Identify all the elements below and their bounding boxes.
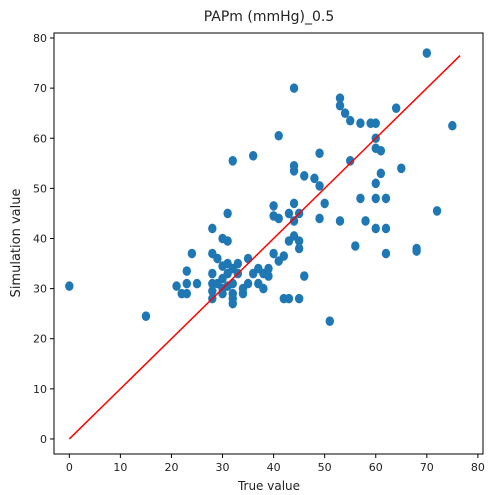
- data-point-70: [310, 173, 319, 184]
- data-point-75: [325, 316, 334, 326]
- data-point-27: [228, 156, 237, 166]
- data-point-69: [300, 271, 309, 281]
- data-point-76: [335, 93, 345, 103]
- data-point-72: [315, 181, 324, 191]
- data-point-95: [381, 193, 391, 204]
- data-point-1: [141, 311, 151, 321]
- data-point-38: [243, 278, 253, 289]
- data-point-87: [371, 118, 380, 129]
- data-point-22: [223, 208, 232, 219]
- axis-ticks: 0 10 20 30 40 50 60 70 80 0 10 20 30 40 50 60 70 80: [33, 32, 485, 474]
- x-tick-label: 40: [267, 461, 281, 474]
- data-point-83: [356, 118, 365, 129]
- data-point-103: [432, 206, 442, 216]
- data-point-99: [397, 163, 406, 174]
- data-point-11: [208, 268, 217, 279]
- data-point-65: [294, 236, 304, 246]
- data-point-5: [182, 278, 191, 289]
- data-point-71: [315, 148, 324, 159]
- plot-frame: [53, 32, 484, 455]
- chart-title: PAPm (mmHg)_0.5: [204, 9, 335, 25]
- x-tick-label: 80: [471, 461, 485, 474]
- data-point-92: [371, 223, 380, 234]
- data-point-102: [422, 48, 432, 58]
- data-point-4: [182, 266, 191, 276]
- y-tick-label: 20: [33, 333, 47, 346]
- data-point-94: [376, 168, 386, 179]
- reference-line: [68, 55, 461, 440]
- data-point-37: [243, 253, 253, 264]
- data-point-82: [351, 241, 360, 251]
- data-point-29: [228, 278, 237, 289]
- data-point-66: [294, 243, 304, 254]
- data-point-104: [448, 120, 457, 131]
- data-point-13: [208, 286, 217, 296]
- y-axis-label: Simulation value: [9, 189, 24, 298]
- data-point-51: [274, 213, 283, 224]
- x-axis-label: True value: [237, 479, 300, 493]
- data-point-23: [223, 236, 232, 246]
- data-point-8: [192, 278, 202, 289]
- data-point-50: [274, 130, 283, 141]
- data-point-84: [356, 193, 365, 204]
- data-point-101: [412, 246, 421, 256]
- data-point-45: [264, 263, 273, 274]
- data-point-78: [335, 216, 345, 226]
- data-point-39: [248, 150, 258, 161]
- y-tick-label: 10: [33, 383, 47, 396]
- x-tick-label: 70: [420, 461, 434, 474]
- data-point-80: [346, 115, 355, 126]
- data-point-98: [391, 103, 401, 113]
- y-tick-label: 60: [33, 132, 47, 145]
- data-points: [65, 48, 457, 326]
- x-tick-label: 30: [216, 461, 230, 474]
- data-point-68: [300, 171, 309, 181]
- x-tick-label: 20: [164, 461, 178, 474]
- y-tick-label: 40: [33, 232, 47, 245]
- data-point-7: [187, 248, 197, 259]
- data-point-91: [371, 193, 380, 204]
- data-point-61: [289, 198, 299, 209]
- data-point-62: [289, 216, 299, 226]
- data-point-15: [213, 253, 222, 264]
- y-tick-label: 70: [33, 82, 47, 95]
- data-point-57: [284, 293, 294, 304]
- data-point-32: [228, 298, 237, 309]
- data-point-97: [381, 248, 391, 259]
- data-point-9: [208, 223, 217, 234]
- data-point-44: [259, 283, 268, 294]
- data-point-36: [238, 288, 248, 299]
- data-point-60: [289, 166, 299, 176]
- x-tick-label: 50: [318, 461, 332, 474]
- y-tick-label: 0: [40, 433, 47, 446]
- data-point-74: [320, 198, 329, 209]
- data-point-85: [361, 216, 370, 226]
- data-point-49: [269, 248, 278, 259]
- x-tick-label: 60: [369, 461, 383, 474]
- data-point-58: [289, 83, 299, 93]
- data-point-6: [182, 288, 191, 299]
- data-point-67: [294, 293, 304, 304]
- y-tick-label: 50: [33, 182, 47, 195]
- data-point-2: [172, 281, 181, 291]
- x-tick-label: 10: [113, 461, 127, 474]
- data-point-46: [264, 271, 273, 281]
- data-point-55: [284, 208, 294, 219]
- data-point-33: [233, 258, 243, 269]
- data-point-47: [269, 201, 278, 211]
- y-tick-label: 80: [33, 32, 47, 45]
- data-point-73: [315, 213, 324, 224]
- x-tick-label: 0: [66, 461, 73, 474]
- data-point-77: [335, 100, 345, 111]
- y-tick-label: 30: [33, 283, 47, 296]
- data-point-93: [376, 145, 386, 156]
- data-point-0: [65, 281, 74, 291]
- data-point-21: [218, 288, 227, 299]
- data-point-90: [371, 178, 380, 189]
- data-point-79: [340, 108, 350, 118]
- data-point-81: [346, 156, 355, 166]
- data-point-96: [381, 223, 391, 234]
- data-point-53: [279, 251, 289, 261]
